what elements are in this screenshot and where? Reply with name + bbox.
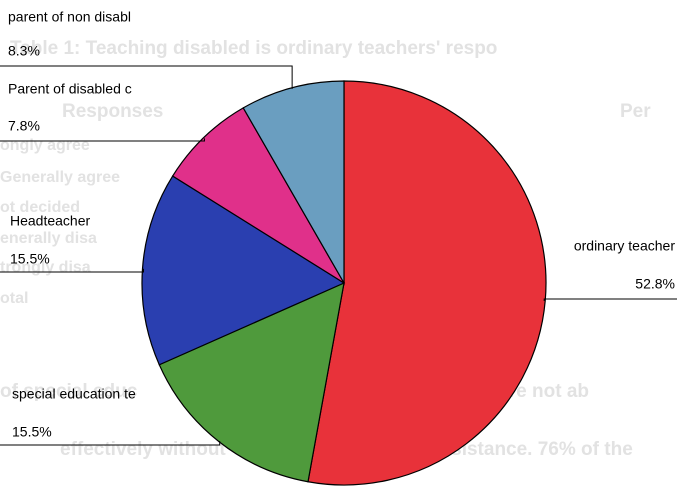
background-text: effectively without (60, 439, 226, 460)
slice-value-label: 52.8% (635, 276, 675, 292)
slice-value-label: 7.8% (8, 118, 40, 134)
slice-label: Headteacher (10, 213, 91, 229)
background-text: of special educ (0, 381, 138, 402)
pie-slice (158, 281, 345, 483)
background-text: ot decided (0, 199, 80, 216)
background-text: ongly agree (0, 137, 90, 154)
background-text: Table 1: Teaching disabled is ordinary t… (10, 38, 497, 59)
background-text: enerally disa (0, 230, 97, 247)
background-text: assistance. 76% of the (430, 439, 633, 460)
background-text: Generally agree (0, 169, 120, 186)
slice-label: special education te (12, 386, 136, 402)
slice-label: Parent of disabled c (8, 81, 132, 97)
pie-slice (171, 107, 345, 284)
leader-line (543, 298, 677, 301)
slice-label: parent of non disabl (8, 9, 131, 25)
background-text: otal (0, 290, 28, 307)
pie-slice (141, 175, 346, 366)
background-text: Per (620, 101, 651, 122)
leader-line (0, 440, 221, 446)
background-document: Table 1: Teaching disabled is ordinary t… (0, 38, 651, 460)
leader-line (0, 268, 145, 273)
pie (141, 80, 547, 486)
slice-value-label: 15.5% (12, 424, 52, 440)
leader-line (0, 138, 205, 142)
background-text: Responses (62, 101, 163, 122)
labels: ordinary teacher 52.8% special education t… (0, 9, 677, 446)
pie-slice (307, 80, 547, 486)
slice-value-label: 8.3% (8, 43, 40, 59)
leader-line (0, 65, 293, 89)
slice-label: ordinary teacher (574, 238, 676, 254)
slice-value-label: 15.5% (10, 251, 50, 267)
